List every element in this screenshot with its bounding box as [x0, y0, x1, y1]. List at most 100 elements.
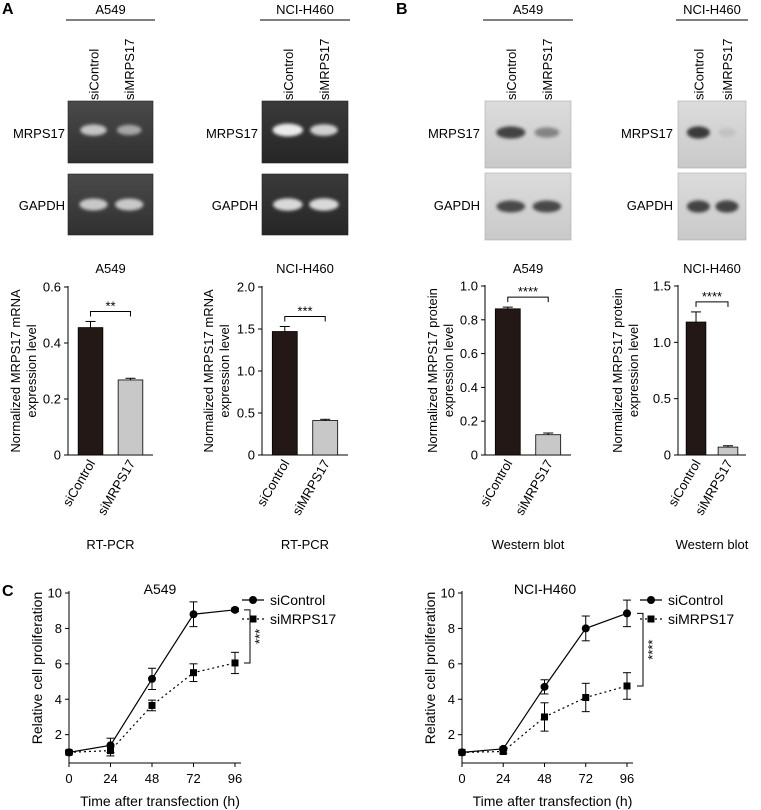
gel-band [79, 198, 108, 211]
legend-marker [647, 596, 655, 604]
bar-chart-title: A549 [513, 261, 543, 276]
significance-stars: ** [105, 298, 115, 313]
data-point [65, 748, 73, 756]
gel-row-label: MRPS17 [13, 126, 65, 141]
y-tick-label: 0 [54, 448, 61, 463]
gel-row-label: MRPS17 [428, 126, 480, 141]
significance-stars: **** [518, 284, 538, 299]
series-simrps17: siMRPS17 [458, 611, 734, 756]
y-axis-title-line: Normalized MRPS17 mRNA [201, 289, 216, 453]
gel-row-label: GAPDH [212, 198, 258, 213]
y-tick-label: 2 [448, 727, 455, 742]
gel-lane-label: siControl [691, 49, 706, 100]
gel-band [273, 198, 303, 211]
y-axis-title: Relative cell proliferation [29, 592, 45, 745]
legend-label: siControl [270, 592, 325, 608]
y-axis-title: Normalized MRPS17 proteinexpression leve… [425, 288, 456, 453]
series-simrps17: siMRPS17 [65, 611, 336, 757]
y-axis-title: Normalized MRPS17 mRNAexpression level [201, 289, 232, 453]
line-chart-title: NCI-H460 [514, 581, 576, 597]
x-tick-label: 96 [228, 771, 242, 786]
bar-simrps17 [717, 446, 739, 456]
bar-charts: 00.20.40.6A549siControlsiMRPS17**RT-PCRN… [8, 261, 749, 552]
y-tick-label: 10 [48, 586, 62, 601]
y-tick-label: 0.2 [43, 392, 61, 407]
gel-band [496, 126, 526, 139]
data-point [581, 624, 590, 633]
gel-band [80, 124, 107, 136]
gel-band [272, 123, 304, 137]
y-tick-label: 0 [471, 448, 478, 463]
x-category-label: siMRPS17 [94, 457, 138, 518]
y-tick-label: 0.6 [43, 280, 61, 295]
bar-chart-title: A549 [95, 261, 125, 276]
gel-panel-nci-h460: NCI-H460 siControl siMRPS17 MRPS17 GAPDH [206, 2, 350, 236]
data-point [231, 659, 239, 667]
gel-lane-label: siMRPS17 [720, 39, 735, 100]
x-axis-title: Western blot [676, 537, 749, 552]
bar-sicontrol [685, 321, 707, 456]
data-point [231, 605, 239, 614]
legend-marker [647, 615, 655, 623]
y-axis-title-line: expression level [626, 324, 641, 417]
x-axis-title: Western blot [492, 537, 565, 552]
legend-label: siControl [668, 592, 723, 608]
y-tick-label: 2.0 [237, 280, 255, 295]
data-point [107, 747, 114, 755]
bar-sicontrol [494, 308, 521, 456]
line-chart-title: A549 [144, 581, 177, 597]
x-axis-title: RT-PCR [281, 537, 329, 552]
y-axis-title-line: Normalized MRPS17 mRNA [8, 289, 23, 453]
data-point [623, 682, 631, 690]
x-category-label: siControl [477, 457, 516, 509]
legend-marker [249, 615, 257, 623]
x-tick-label: 24 [103, 771, 117, 786]
data-point [499, 747, 507, 755]
bar-simrps17 [312, 420, 339, 456]
x-category-label: siMRPS17 [512, 457, 556, 518]
data-point [540, 682, 549, 691]
gel-row-label: GAPDH [19, 198, 65, 213]
x-category-label: siControl [254, 457, 293, 509]
y-tick-label: 0.4 [460, 380, 478, 395]
gel-band [534, 127, 560, 138]
significance-bracket [90, 310, 131, 317]
y-tick-label: 1.0 [460, 279, 478, 294]
y-tick-label: 0.4 [43, 336, 61, 351]
significance-stars: *** [297, 303, 312, 318]
bar-sicontrol [271, 331, 298, 456]
x-tick-label: 48 [537, 771, 551, 786]
significance-stars: **** [702, 289, 722, 304]
significance-bracket [507, 296, 549, 303]
y-tick-label: 6 [55, 656, 62, 671]
significance-stars: **** [645, 640, 660, 660]
y-axis-title: Normalized MRPS17 mRNAexpression level [8, 289, 39, 453]
bar-chart-3: 00.51.01.5NCI-H460siControlsiMRPS17****W… [610, 261, 749, 552]
gel-band [115, 198, 144, 211]
bar-chart-axes: 0 0.2 0.4 0.6 [43, 280, 153, 463]
y-axis-title-line: expression level [441, 324, 456, 417]
y-tick-label: 8 [55, 621, 62, 636]
gel-band [532, 200, 562, 213]
significance-bracket [284, 315, 326, 322]
legend-label: siMRPS17 [270, 611, 336, 627]
data-point [582, 693, 590, 701]
y-tick-label: 0.5 [653, 391, 671, 406]
y-axis-title: Relative cell proliferation [422, 592, 438, 745]
y-tick-label: 1.5 [653, 279, 671, 294]
gel-cell-line-title: NCI-H460 [683, 2, 741, 17]
data-point [623, 609, 631, 618]
y-tick-label: 6 [448, 656, 455, 671]
data-point [190, 669, 197, 677]
y-tick-label: 8 [448, 621, 455, 636]
gel-panel-a549: A549 siControl siMRPS17 MRPS17 GAPDH [13, 2, 155, 236]
gel-cell-line-title: A549 [95, 2, 125, 17]
x-tick-label: 48 [145, 771, 159, 786]
x-tick-label: 72 [579, 771, 593, 786]
significance-bracket [637, 612, 644, 687]
